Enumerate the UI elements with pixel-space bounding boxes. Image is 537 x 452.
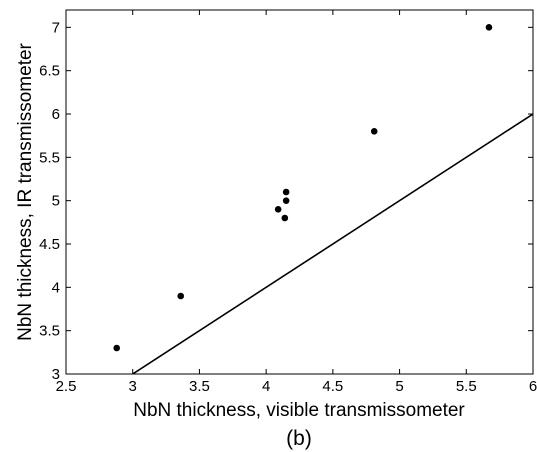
data-point [274,206,282,213]
x-tick-label: 4 [262,378,270,395]
x-tick-label: 2.5 [56,378,77,395]
data-point [177,292,185,300]
data-point [282,188,290,196]
y-tick-label: 3.5 [39,323,60,340]
data-point [113,344,121,352]
data-point [281,214,289,222]
x-tick-label: 5 [395,378,403,395]
y-axis-label: NbN thickness, IR transmissometer [15,42,36,340]
y-tick-label: 4 [52,279,60,296]
data-point [370,128,378,135]
plot-area-frame [65,9,534,375]
x-axis-label: NbN thickness, visible transmissometer [133,400,465,421]
y-tick-label: 4.5 [39,236,60,253]
y-tick-label: 5.5 [39,149,60,166]
series-layer [113,24,533,374]
data-point [485,24,493,31]
y-tick-label: 7 [52,19,60,36]
x-tick-label: 3.5 [189,378,210,395]
x-tick-label: 4.5 [322,378,343,395]
figure-caption: (b) [286,427,312,450]
reference-line [131,113,533,374]
x-tick-label: 5.5 [456,378,477,395]
data-point [282,197,290,204]
y-tick-label: 5 [52,193,60,210]
y-tick-label: 3 [52,366,60,383]
y-tick-label: 6.5 [39,63,60,80]
x-tick-label: 6 [529,378,537,395]
x-tick-label: 3 [129,378,137,395]
y-tick-label: 6 [52,106,60,123]
y-axis: 3 3.5 4 4.5 5 5.5 6 6.5 7 [39,19,533,383]
x-axis: 2.5 3 3.5 4 4.5 5 5.5 6 [56,10,537,395]
